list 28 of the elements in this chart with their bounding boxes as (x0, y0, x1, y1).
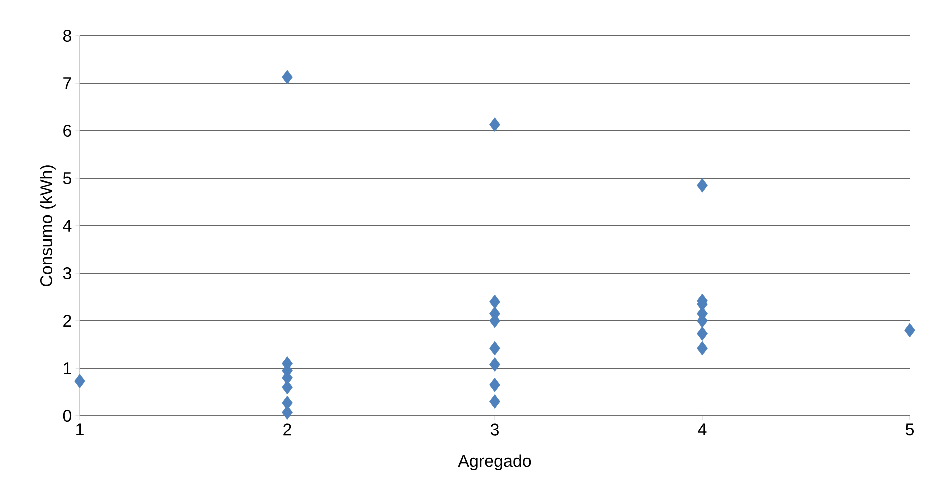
point (697, 178, 708, 193)
x-tick-label: 2 (284, 424, 292, 436)
y-tick-label: 8 (63, 30, 72, 42)
y-axis-title: Consumo (kWh) (40, 166, 56, 287)
point (490, 294, 500, 310)
y-tick-label: 6 (64, 124, 72, 138)
point (490, 394, 500, 409)
x-tick-label: 4 (698, 424, 707, 436)
x-axis-title: Agregado (458, 454, 532, 471)
y-tick-label: 4 (63, 220, 72, 232)
point (490, 118, 500, 132)
point (697, 341, 708, 356)
x-tick-label: 5 (906, 424, 914, 436)
x-tick-label: 3 (490, 424, 499, 436)
x-tick-label: 1 (76, 424, 84, 436)
y-tick-label: 5 (63, 172, 72, 184)
y-tick-label: 0 (63, 410, 72, 422)
point (490, 378, 500, 392)
point (490, 358, 500, 372)
point (697, 326, 708, 342)
y-tick-label: 7 (64, 78, 72, 90)
y-tick-label: 2 (64, 315, 72, 327)
y-tick-label: 1 (64, 362, 72, 374)
point (74, 374, 86, 389)
y-tick-label: 3 (63, 267, 72, 280)
point (490, 341, 500, 356)
point (904, 323, 916, 338)
point (282, 70, 293, 85)
